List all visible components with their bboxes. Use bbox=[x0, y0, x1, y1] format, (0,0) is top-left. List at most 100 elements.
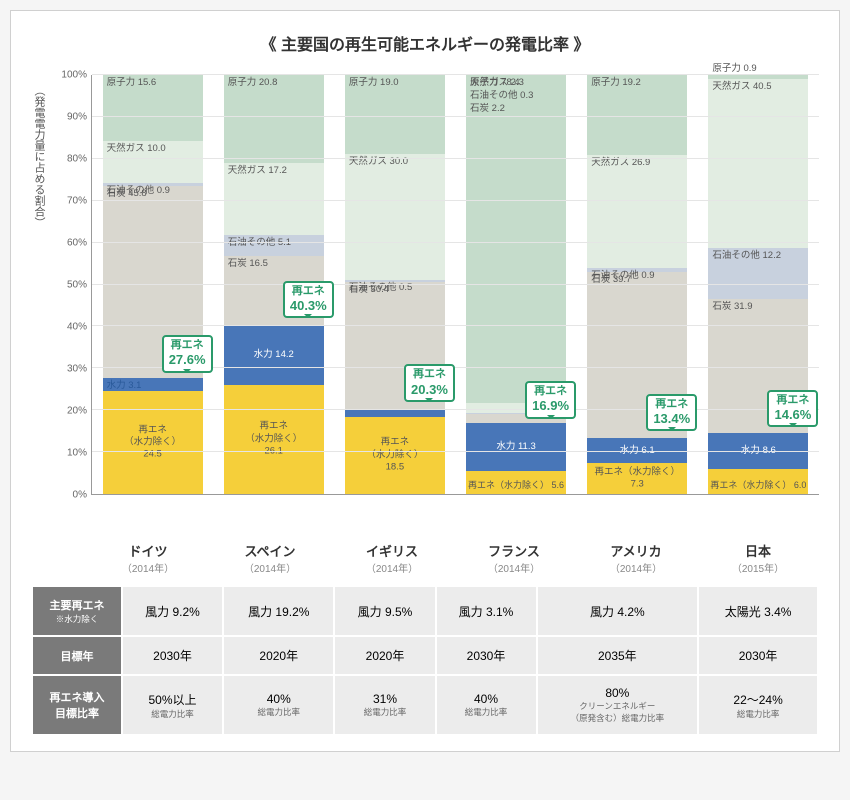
x-label: イギリス（2014年） bbox=[342, 541, 442, 575]
bar-segment-nuclear: 原子力 19.0 bbox=[345, 75, 445, 154]
table-row: 目標年2030年2020年2020年2030年2035年2030年 bbox=[32, 636, 818, 675]
bar-segment-oil_other: 石油その他 5.1 bbox=[224, 235, 324, 256]
bar-segment-hydro: 水力 14.2 bbox=[224, 325, 324, 384]
gridline bbox=[92, 325, 819, 326]
stacked-small-labels: 天然ガス 2.3石油その他 0.3石炭 2.2 bbox=[470, 77, 533, 403]
segment-label: 原子力 19.2 bbox=[591, 77, 641, 89]
y-tick: 80% bbox=[67, 154, 87, 165]
gridline bbox=[92, 74, 819, 75]
table-cell: 31%総電力比率 bbox=[334, 675, 435, 735]
y-tick: 90% bbox=[67, 112, 87, 123]
bar-segment-renewable_ex_hydro: 再エネ（水力除く）26.1 bbox=[224, 385, 324, 494]
renewable-badge: 再エネ14.6% bbox=[767, 390, 818, 427]
x-axis-labels: ドイツ（2014年） スペイン（2014年） イギリス（2014年） フランス（201… bbox=[87, 541, 819, 575]
segment-label: 天然ガス 40.5 bbox=[712, 81, 771, 93]
table-row-header: 目標年 bbox=[32, 636, 122, 675]
table-cell: 2020年 bbox=[223, 636, 334, 675]
bar-column: 再エネ（水力除く） 6.0水力 8.6石炭 31.9石油その他 12.2天然ガス… bbox=[708, 75, 808, 494]
segment-label: 再エネ（水力除く） 5.6 bbox=[468, 480, 564, 492]
y-tick: 30% bbox=[67, 364, 87, 375]
gridline bbox=[92, 284, 819, 285]
y-axis: 0%10%20%30%40%50%60%70%80%90%100% bbox=[51, 75, 91, 495]
table-cell: 2030年 bbox=[698, 636, 818, 675]
y-tick: 20% bbox=[67, 406, 87, 417]
table-cell: 40%総電力比率 bbox=[436, 675, 537, 735]
y-tick: 50% bbox=[67, 280, 87, 291]
bar-segment-nuclear: 原子力 15.6 bbox=[103, 75, 203, 140]
table-cell: 風力 9.5% bbox=[334, 586, 435, 636]
renewable-badge: 再エネ16.9% bbox=[525, 381, 576, 418]
bar-segment-nuclear: 原子力 0.9 bbox=[708, 75, 808, 79]
bar-column: 再エネ（水力除く）26.1 水力 14.2 石炭 16.5 石油その他 5.1 天然ガス… bbox=[224, 75, 324, 494]
x-label: フランス（2014年） bbox=[464, 541, 564, 575]
y-tick: 10% bbox=[67, 448, 87, 459]
segment-label: 再エネ（水力除く）7.3 bbox=[594, 466, 680, 491]
segment-label: 再エネ（水力除く） 6.0 bbox=[710, 480, 806, 492]
bar-segment-oil_other: 石油その他 0.9 bbox=[587, 268, 687, 272]
table-row: 主要再エネ※水力除く風力 9.2%風力 19.2%風力 9.5%風力 3.1%風… bbox=[32, 586, 818, 636]
bar-segment-gas: 天然ガス 17.2 bbox=[224, 163, 324, 235]
bar-segment-oil_other: 石油その他 0.5 bbox=[345, 280, 445, 282]
gridline bbox=[92, 200, 819, 201]
table-row-header: 再エネ導入目標比率 bbox=[32, 675, 122, 735]
table-cell: 風力 9.2% bbox=[122, 586, 223, 636]
bar-segment-renewable_ex_hydro: 再エネ（水力除く）18.5 bbox=[345, 417, 445, 494]
bar-segment-hydro: 水力 11.3 bbox=[466, 423, 566, 470]
y-tick: 100% bbox=[61, 70, 87, 81]
bar-segment-oil_other: 石油その他 12.2 bbox=[708, 248, 808, 299]
table-cell: 2030年 bbox=[436, 636, 537, 675]
segment-label: 石炭 16.5 bbox=[228, 258, 268, 270]
bar-segment-renewable_ex_hydro: 再エネ（水力除く）7.3 bbox=[587, 463, 687, 494]
bar-segment-nuclear: 原子力 20.8 bbox=[224, 75, 324, 162]
chart-title: 《 主要国の再生可能エネルギーの発電比率 》 bbox=[31, 31, 819, 55]
table-cell: 2035年 bbox=[537, 636, 699, 675]
segment-label: 原子力 20.8 bbox=[228, 77, 278, 89]
table-row: 再エネ導入目標比率50%以上総電力比率40%総電力比率31%総電力比率40%総電… bbox=[32, 675, 818, 735]
table-cell: 50%以上総電力比率 bbox=[122, 675, 223, 735]
bar-segment-hydro: 水力 1.8 bbox=[345, 409, 445, 417]
segment-label: 石油その他 0.9 bbox=[591, 270, 654, 282]
segment-label: 天然ガス 26.9 bbox=[591, 157, 650, 169]
chart-area: （発電電力量に占める割合） 0%10%20%30%40%50%60%70%80%… bbox=[31, 75, 819, 535]
segment-label: 石油その他 12.2 bbox=[712, 250, 781, 262]
gridline bbox=[92, 158, 819, 159]
bar-segment-gas: 天然ガス 30.0 bbox=[345, 154, 445, 279]
y-tick: 60% bbox=[67, 238, 87, 249]
segment-label: 天然ガス 10.0 bbox=[107, 143, 166, 155]
gridline bbox=[92, 409, 819, 410]
segment-label: 再エネ（水力除く）24.5 bbox=[124, 424, 181, 461]
segment-label: 再エネ（水力除く）26.1 bbox=[245, 421, 302, 458]
gridline bbox=[92, 242, 819, 243]
x-label: ドイツ（2014年） bbox=[98, 541, 198, 575]
bar-column: 再エネ（水力除く）18.5水力 1.8石炭 30.4石油その他 0.5天然ガス … bbox=[345, 75, 445, 494]
table-cell: 80%クリーンエネルギー（原発含む）総電力比率 bbox=[537, 675, 699, 735]
gridline bbox=[92, 451, 819, 452]
bar-segment-renewable_ex_hydro: 再エネ（水力除く） 6.0 bbox=[708, 469, 808, 494]
renewable-badge: 再エネ40.3% bbox=[283, 281, 334, 318]
table-cell: 風力 4.2% bbox=[537, 586, 699, 636]
x-label: スペイン（2014年） bbox=[220, 541, 320, 575]
segment-label: 石油その他 0.9 bbox=[107, 185, 170, 197]
bars-group: 再エネ（水力除く）24.5水力 3.1石炭 45.8石油その他 0.9天然ガス … bbox=[92, 75, 819, 494]
bar-segment-gas: 天然ガス 10.0 bbox=[103, 141, 203, 183]
bar-column: 再エネ（水力除く） 5.6水力 11.3原子力 78.4天然ガス 2.3石油その… bbox=[466, 75, 566, 494]
bar-segment-renewable_ex_hydro: 再エネ（水力除く）24.5 bbox=[103, 391, 203, 494]
segment-label: 石油その他 5.1 bbox=[228, 237, 291, 249]
segment-label: 石炭 31.9 bbox=[712, 301, 752, 313]
table-row-header: 主要再エネ※水力除く bbox=[32, 586, 122, 636]
chart-container: 《 主要国の再生可能エネルギーの発電比率 》 （発電電力量に占める割合） 0%1… bbox=[10, 10, 840, 752]
bar-segment-gas: 天然ガス 26.9 bbox=[587, 155, 687, 268]
renewable-badge: 再エネ27.6% bbox=[162, 335, 213, 372]
y-tick: 0% bbox=[73, 490, 87, 501]
table-cell: 22～24%総電力比率 bbox=[698, 675, 818, 735]
y-tick: 70% bbox=[67, 196, 87, 207]
segment-label: 水力 3.1 bbox=[107, 380, 142, 392]
bar-segment-gas: 天然ガス 40.5 bbox=[708, 79, 808, 249]
segment-label: 天然ガス 17.2 bbox=[228, 165, 287, 177]
table-cell: 風力 19.2% bbox=[223, 586, 334, 636]
plot-area: 再エネ（水力除く）24.5水力 3.1石炭 45.8石油その他 0.9天然ガス … bbox=[91, 75, 819, 495]
bar-column: 再エネ（水力除く）7.3水力 6.1石炭 39.7石油その他 0.9天然ガス 2… bbox=[587, 75, 687, 494]
bar-segment-hydro: 水力 3.1 bbox=[103, 378, 203, 391]
table-cell: 風力 3.1% bbox=[436, 586, 537, 636]
table-cell: 40%総電力比率 bbox=[223, 675, 334, 735]
